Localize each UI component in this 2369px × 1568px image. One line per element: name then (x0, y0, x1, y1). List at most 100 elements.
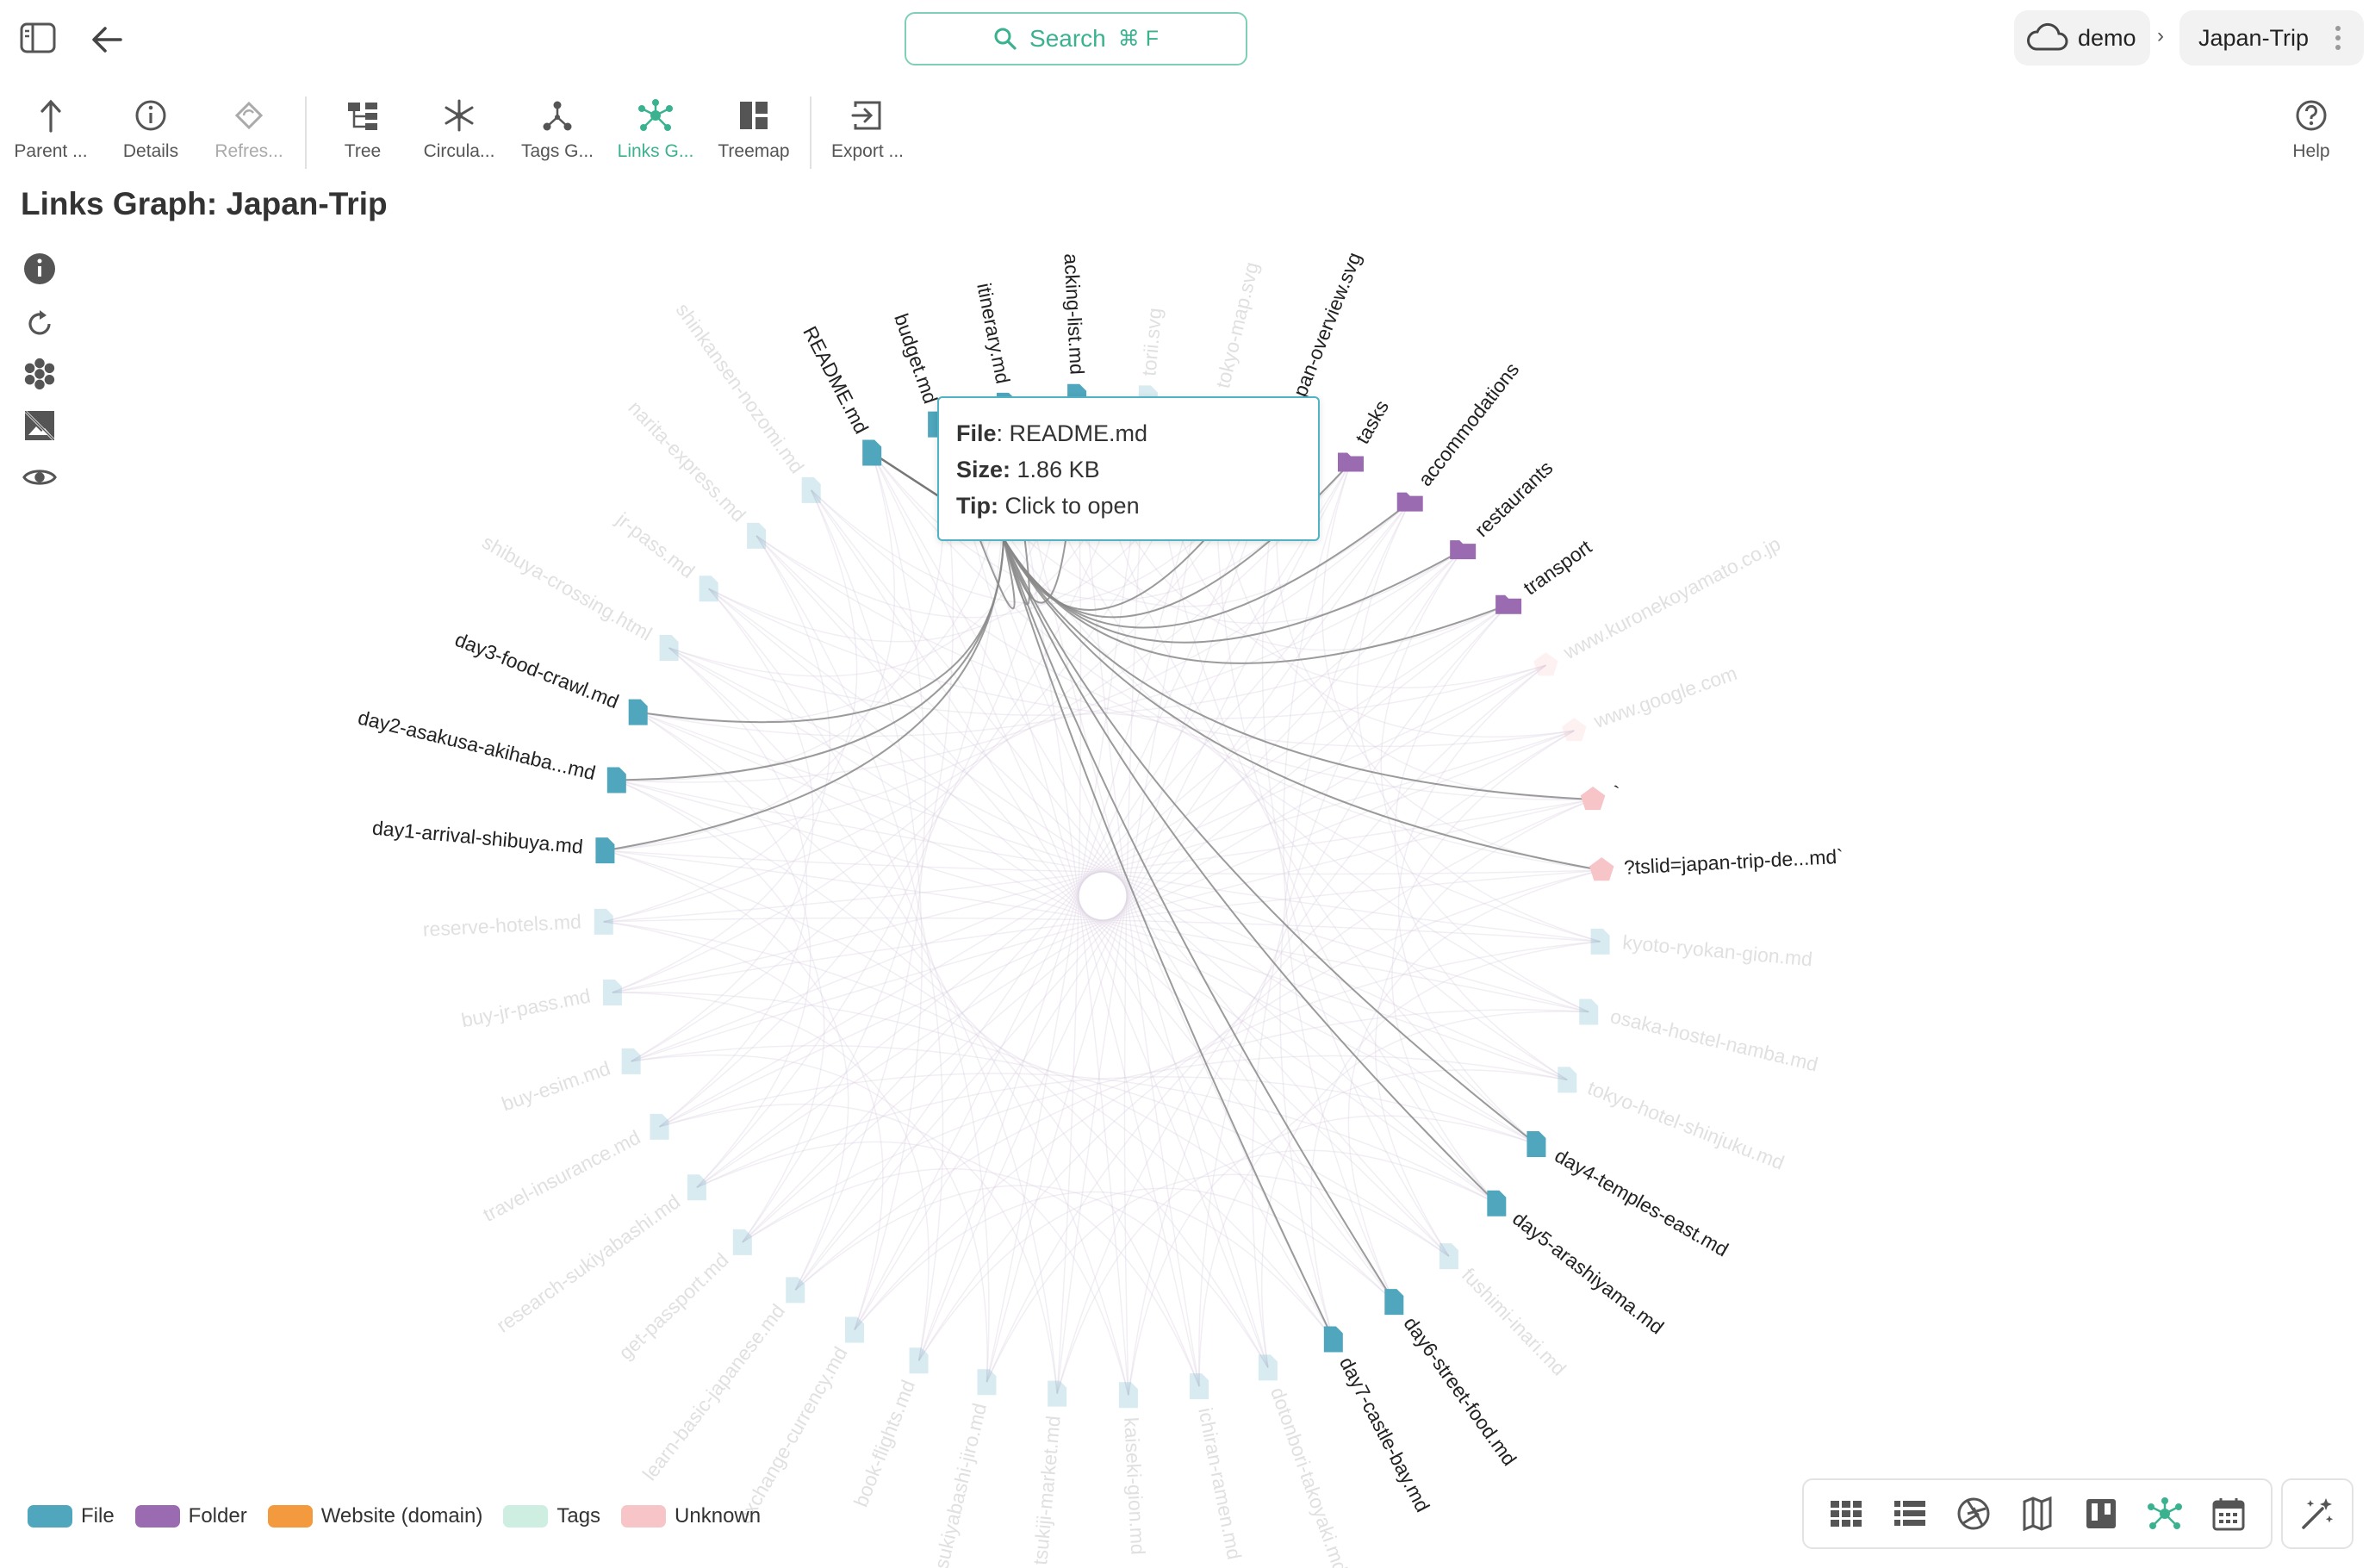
arrow-up-icon (40, 99, 61, 133)
graph-node-unknown[interactable]: ` (1580, 781, 1623, 811)
graph-edge-faint (668, 647, 1058, 1394)
toggle-sidebar-button[interactable] (12, 12, 64, 64)
graph-edge-faint (659, 604, 1509, 1128)
tags-graph-button[interactable]: Tags G... (510, 93, 605, 172)
file-icon (801, 476, 821, 503)
graph-icon (543, 101, 572, 131)
graph-view-button[interactable] (2141, 1490, 2189, 1538)
gallery-view-button[interactable] (1949, 1490, 1998, 1538)
links-graph-button[interactable]: Links G... (608, 93, 703, 172)
graph-edge-faint (603, 921, 884, 1330)
calendar-view-button[interactable] (2204, 1490, 2253, 1538)
graph-node-file[interactable]: day3-food-crawl.md (452, 628, 648, 725)
pentagon-icon (1533, 652, 1558, 676)
reset-graph-button[interactable] (22, 307, 57, 341)
graph-node-file[interactable]: acking-list.md (1060, 253, 1089, 410)
graph-node-label: day7-castle-bay.md (1335, 1353, 1434, 1516)
arrow-left-icon (92, 27, 122, 53)
list-view-button[interactable] (1886, 1490, 1934, 1538)
file-icon (1190, 1373, 1209, 1400)
graph-node-folder[interactable]: accommodations (1396, 358, 1524, 512)
graph-node-file[interactable]: sukiyabashi-jiro.md (930, 1369, 997, 1568)
ai-wand-button[interactable] (2281, 1478, 2353, 1549)
toggle-images-button[interactable] (22, 408, 57, 443)
circular-button[interactable]: Circula... (412, 93, 507, 172)
graph-node-file[interactable]: jr-pass.md (612, 507, 718, 602)
search-button[interactable]: Search ⌘ F (905, 12, 1247, 65)
treemap-button[interactable]: Treemap (706, 93, 801, 172)
tree-label: Tree (344, 141, 382, 161)
tooltip-tip-label: Tip: (956, 493, 998, 519)
graph-edge-faint (986, 799, 1594, 1383)
graph-node-file[interactable]: buy-esim.md (499, 1048, 641, 1116)
file-icon (1558, 1067, 1577, 1093)
graph-edge-faint (631, 799, 1594, 1062)
graph-node-label: day1-arrival-shibuya.md (371, 817, 584, 858)
graph-node-unknown[interactable]: ?tslid=japan-trip-de...md` (1589, 845, 1844, 881)
file-icon (621, 1048, 641, 1074)
graph-node-file[interactable]: fushimi-inari.md (1439, 1243, 1570, 1380)
graph-edge-faint (1005, 405, 1129, 1396)
tree-button[interactable]: Tree (315, 93, 410, 172)
graph-node-file[interactable]: README.md (799, 322, 882, 466)
graph-node-file[interactable]: buy-jr-pass.md (459, 980, 622, 1031)
graph-edge-faint (1391, 730, 1575, 1204)
tooltip-file-value: : README.md (996, 420, 1148, 446)
graph-edge-faint (1128, 1115, 1537, 1396)
graph-node-label: tokyo-hotel-shinjuku.md (1584, 1076, 1787, 1174)
map-view-button[interactable] (2013, 1490, 2061, 1538)
graph-edge-faint (854, 1191, 1334, 1340)
graph-node-file[interactable]: day2-asakusa-akihaba...md (356, 706, 626, 793)
graph-info-button[interactable] (22, 252, 57, 286)
breadcrumb-current-folder[interactable]: Japan-Trip (2179, 10, 2364, 65)
graph-edge-faint (742, 424, 954, 1243)
graph-node-label: day3-food-crawl.md (452, 628, 622, 712)
location-switcher[interactable]: demo (2014, 10, 2150, 65)
graph-node-file[interactable]: osaka-hostel-namba.md (1579, 999, 1820, 1076)
legend-label: Tags (556, 1504, 601, 1528)
graph-edge-faint (708, 588, 990, 1383)
graph-edge-faint (986, 398, 1149, 1383)
back-button[interactable] (81, 14, 133, 65)
graph-node-file[interactable]: travel-insurance.md (479, 1113, 669, 1226)
graph-node-file[interactable]: kaiseki-gion.md (1118, 1382, 1149, 1555)
graph-node-folder[interactable]: restaurants (1450, 457, 1558, 560)
graph-edge-faint (708, 588, 1450, 1257)
graph-edge-faint (605, 452, 896, 851)
graph-edge-faint (794, 1185, 1269, 1368)
details-button[interactable]: Details (103, 93, 198, 172)
graph-edge-faint (631, 1054, 988, 1383)
graph-edge-faint (917, 1187, 1395, 1361)
graph-node-file[interactable]: day1-arrival-shibuya.md (371, 817, 615, 864)
graph-node-file[interactable]: tokyo-hotel-shinjuku.md (1558, 1067, 1788, 1174)
graph-node-file[interactable]: ichiran-ramen.md (1190, 1373, 1246, 1561)
graph-node-file[interactable]: kyoto-ryokan-gion.md (1590, 928, 1813, 971)
cluster-button[interactable] (22, 357, 57, 391)
legend-swatch (28, 1505, 72, 1528)
export-button[interactable]: Export ... (820, 93, 915, 172)
graph-node-folder[interactable]: transport (1495, 535, 1596, 614)
graph-node-file[interactable]: day7-castle-bay.md (1323, 1326, 1434, 1516)
toggle-visibility-button[interactable] (22, 460, 57, 495)
graph-edge-faint (755, 535, 1497, 1204)
graph-node-file[interactable]: dotonbori-takoyaki.md (1258, 1354, 1352, 1568)
graph-node-file[interactable]: get-passport.md (614, 1229, 752, 1364)
graph-node-file[interactable]: tsukiji-market.md (1029, 1380, 1067, 1566)
graph-node-unknown[interactable]: www.google.com (1562, 662, 1740, 742)
graph-edge-faint (631, 588, 814, 1062)
graph-node-file[interactable]: reserve-hotels.md (422, 908, 613, 941)
kanban-view-button[interactable] (2077, 1490, 2125, 1538)
graph-edge-faint (794, 462, 1352, 1291)
parent-button[interactable]: Parent ... (3, 93, 98, 172)
file-icon (628, 699, 648, 725)
help-icon (2296, 100, 2327, 131)
help-button[interactable]: Help (2264, 93, 2359, 172)
graph-node-folder[interactable]: tasks (1338, 396, 1393, 472)
refresh-button[interactable]: Refres... (202, 93, 296, 172)
graph-edge-faint (637, 711, 1537, 1145)
grid-view-button[interactable] (1822, 1490, 1870, 1538)
more-vertical-icon[interactable] (2333, 24, 2343, 52)
graph-node-file[interactable]: book-flights.md (849, 1347, 929, 1510)
refresh-label: Refres... (215, 141, 283, 161)
